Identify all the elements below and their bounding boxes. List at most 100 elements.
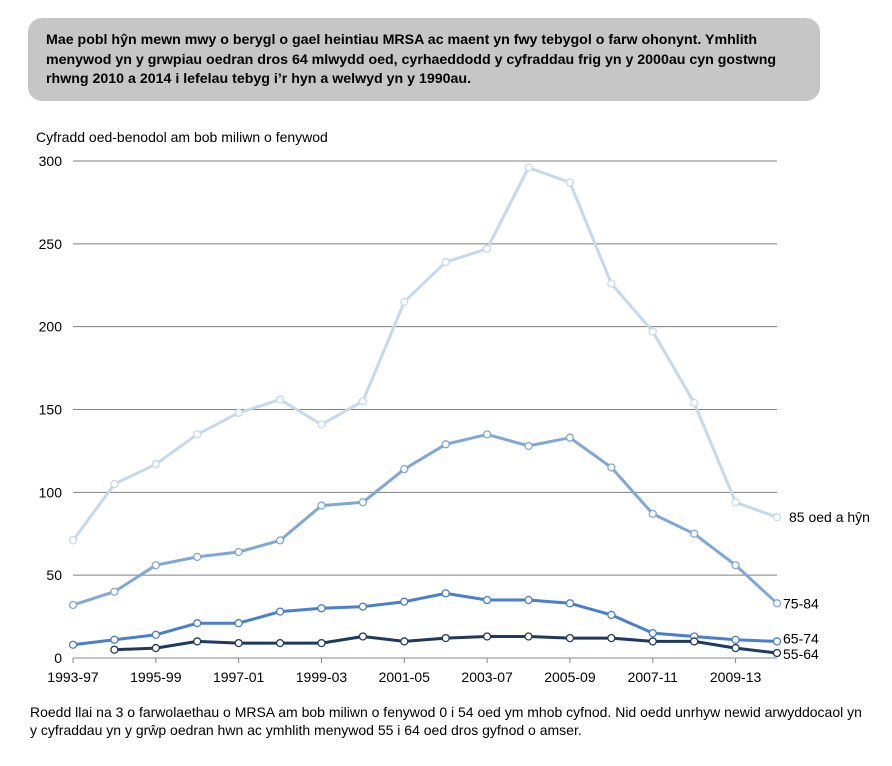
y-tick-labels: 0 50 100 150 200 250 300 [39,153,63,666]
point-85 oed a hŷn-1997-01 [234,408,243,417]
point-65-74-1995-99 [151,630,160,639]
series-label-55-64: 55-64 [783,646,819,662]
line-75-84 [72,432,779,607]
point-85 oed a hŷn-2007-11 [648,327,657,336]
point-85 oed a hŷn-1998-02 [275,395,285,404]
point-75-84-1999-03 [317,501,326,510]
point-65-74-1997-01 [234,619,243,628]
point-55-64-1994-98 [110,645,119,654]
y-tick-100: 100 [39,484,63,500]
y-tick-150: 150 [39,402,63,418]
x-tick-2003-07: 2003-07 [461,669,513,685]
point-75-84-2000-04 [358,498,368,507]
series-lines [68,163,782,658]
x-tick-labels: 1993-97 1995-99 1997-01 1999-03 2001-05 2003-… [47,658,761,685]
point-65-74-2000-04 [358,602,368,611]
point-55-64-2001-05 [400,637,409,646]
x-tick-2001-05: 2001-05 [379,669,431,685]
point-75-84-1997-01 [234,547,243,557]
y-tick-0: 0 [54,650,62,666]
point-65-74-1996-00 [193,619,202,628]
x-tick-2005-09: 2005-09 [544,669,596,685]
point-65-74-1999-03 [317,604,326,613]
series-85 oed a hŷn [68,163,782,545]
point-85 oed a hŷn-2009-13 [731,498,740,507]
x-tick-1995-99: 1995-99 [130,669,182,685]
point-55-64-1999-03 [317,638,326,648]
point-75-84-2001-05 [400,464,409,474]
point-85 oed a hŷn-1995-99 [151,460,160,469]
line-85 oed a hŷn [71,166,778,542]
y-axis-label: Cyfradd oed-benodol am bob miliwn o feny… [36,129,328,145]
point-55-64-2003-07 [482,632,492,641]
point-55-64-2004-08 [524,632,533,641]
series-75-84 [68,430,782,610]
point-75-84-2002-06 [441,440,450,449]
point-65-74-2010-14 [772,637,782,646]
point-85 oed a hŷn-2008-12 [690,398,699,408]
point-65-74-2007-11 [648,629,657,638]
y-tick-300: 300 [39,153,63,169]
point-55-64-2006-10 [607,633,616,643]
point-55-64-1996-00 [193,637,202,646]
point-65-74-2004-08 [524,595,533,605]
point-85 oed a hŷn-2006-10 [607,279,616,288]
point-65-74-2009-13 [731,635,740,644]
point-85 oed a hŷn-2002-06 [441,257,450,267]
point-65-74-2003-07 [482,595,492,605]
x-tick-1999-03: 1999-03 [296,669,348,685]
line-chart: 0 50 100 150 200 250 300 1993-97 1995-99 1997-01… [39,153,870,685]
point-75-84-2009-13 [731,561,740,570]
point-65-74-1998-02 [275,607,285,616]
series-label-65-74: 65-74 [783,630,819,646]
y-tick-200: 200 [39,319,63,335]
point-85 oed a hŷn-2005-09 [565,178,575,187]
point-55-64-2009-13 [731,643,740,653]
point-75-84-1998-02 [275,536,285,545]
point-85 oed a hŷn-1996-00 [193,430,202,439]
point-75-84-1993-97 [68,600,78,610]
point-75-84-2003-07 [482,430,492,439]
point-75-84-2004-08 [524,441,533,451]
point-85 oed a hŷn-1999-03 [317,420,326,429]
point-65-74-2002-06 [441,589,450,598]
point-85 oed a hŷn-2004-08 [524,163,533,172]
point-75-84-2010-14 [772,599,782,608]
gridlines [73,160,777,659]
summary-text: Mae pobl hŷn mewn mwy o berygl o gael he… [46,32,777,87]
series-55-64 [110,632,782,658]
summary-banner: Mae pobl hŷn mewn mwy o berygl o gael he… [28,18,820,101]
y-tick-50: 50 [46,567,62,583]
point-55-64-2007-11 [648,637,657,646]
point-65-74-2006-10 [607,610,616,620]
point-55-64-2008-12 [690,637,699,646]
point-55-64-1997-01 [234,638,243,648]
point-85 oed a hŷn-2010-14 [772,513,782,522]
point-65-74-1993-97 [68,640,78,649]
point-55-64-2010-14 [772,648,782,658]
x-tick-1993-97: 1993-97 [47,669,99,685]
point-75-84-1995-99 [151,561,160,570]
x-tick-1997-01: 1997-01 [213,669,265,685]
series-label-75-84: 75-84 [783,595,819,611]
point-55-64-1995-99 [151,643,160,653]
series-label-85 oed a hŷn: 85 oed a hŷn [789,509,870,525]
line-65-74 [72,591,778,647]
point-55-64-2005-09 [565,633,575,643]
point-55-64-2002-06 [441,633,450,643]
point-75-84-2007-11 [648,509,657,519]
point-65-74-1994-98 [110,635,119,644]
point-85 oed a hŷn-2003-07 [482,244,492,253]
x-tick-2009-13: 2009-13 [710,669,762,685]
point-65-74-2001-05 [400,597,409,606]
y-tick-250: 250 [39,236,63,252]
point-75-84-2008-12 [690,529,699,538]
point-85 oed a hŷn-1994-98 [110,479,119,489]
point-75-84-1996-00 [193,552,202,562]
point-85 oed a hŷn-2000-04 [358,397,368,406]
point-75-84-2006-10 [607,463,616,472]
point-65-74-2005-09 [565,599,575,608]
point-75-84-1994-98 [110,587,119,596]
point-55-64-1998-02 [275,638,285,648]
